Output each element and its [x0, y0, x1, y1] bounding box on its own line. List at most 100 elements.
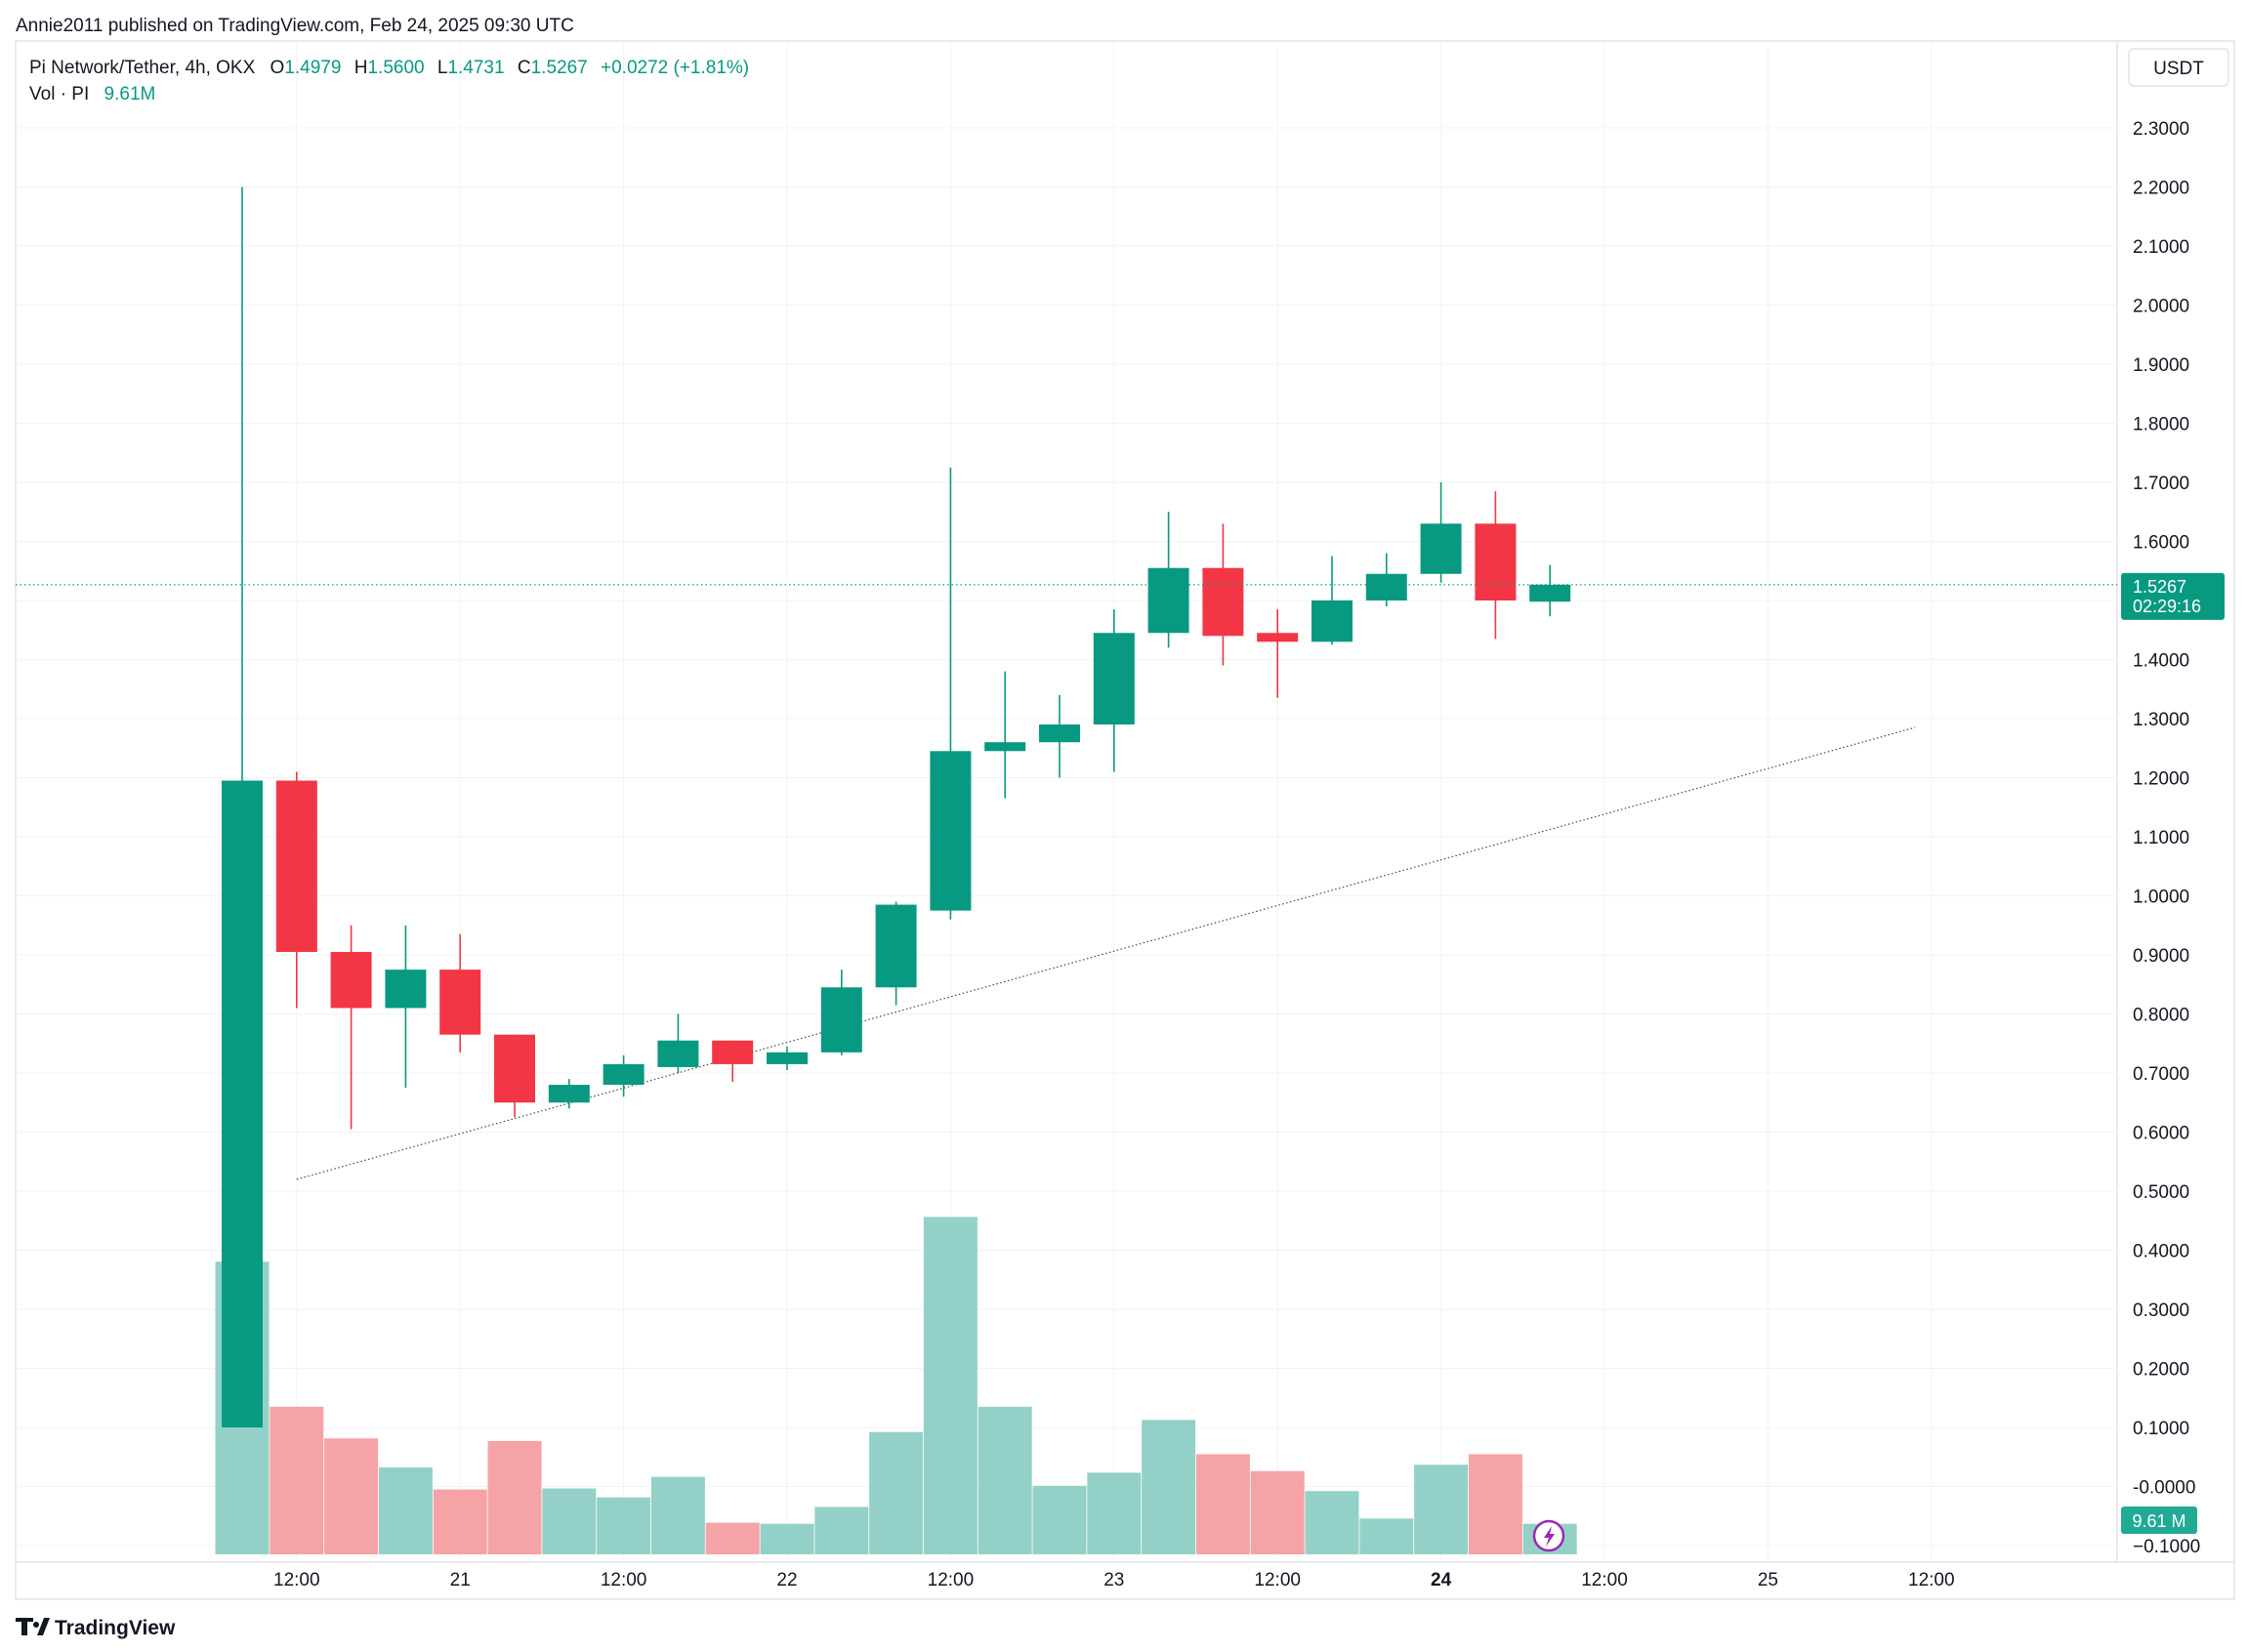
logo-text: TradingView	[55, 1617, 176, 1639]
last-price-countdown: 02:29:16	[2133, 597, 2201, 616]
candle-body	[1311, 600, 1353, 642]
legend-low-label: L	[437, 58, 448, 78]
legend-open-label: O	[271, 58, 285, 78]
volume-bar	[869, 1431, 924, 1554]
candle	[1147, 512, 1189, 648]
candle-body	[1257, 633, 1299, 642]
volume-bar	[1250, 1470, 1305, 1554]
candle-body	[548, 1085, 590, 1103]
time-tick-label: 12:00	[928, 1570, 975, 1590]
volume-bar	[270, 1406, 324, 1554]
volume-bar	[1414, 1465, 1469, 1554]
legend-volume-value: 9.61M	[104, 84, 156, 104]
price-tick-label: 2.3000	[2133, 119, 2189, 140]
candle	[657, 1013, 699, 1073]
candle	[1093, 609, 1135, 772]
volume-badge: 9.61 M	[2121, 1507, 2197, 1534]
candle-body	[222, 780, 263, 1427]
candle	[603, 1054, 645, 1097]
candle	[984, 671, 1026, 799]
volume-bar	[978, 1406, 1032, 1554]
volume-bar	[433, 1489, 487, 1554]
candle-body	[1093, 633, 1135, 725]
volume-bar	[650, 1476, 705, 1554]
volume-bar	[324, 1438, 379, 1554]
lightning-icon-glyph	[1544, 1526, 1555, 1547]
candle	[439, 933, 481, 1053]
candle-body	[439, 970, 481, 1035]
time-tick-label: 21	[450, 1570, 471, 1590]
candle-body	[275, 780, 317, 952]
candle	[767, 1046, 808, 1070]
candle	[1202, 523, 1244, 666]
last-price-badge-bg	[2121, 572, 2225, 620]
candle-body	[712, 1040, 754, 1064]
volume-bar	[1032, 1485, 1087, 1554]
candle-body	[984, 742, 1026, 752]
currency-button-label[interactable]: USDT	[2153, 59, 2204, 79]
price-tick-label: 2.0000	[2133, 297, 2189, 317]
price-tick-label: 0.6000	[2133, 1124, 2189, 1144]
legend-change: +0.0272 (+1.81%)	[601, 58, 749, 78]
logo-mark-v	[37, 1618, 50, 1635]
currency-button-frame[interactable]	[2128, 48, 2229, 87]
volume-bar	[760, 1523, 814, 1554]
candle-body	[1420, 523, 1462, 574]
last-price-badge: 1.5267 02:29:16	[2121, 572, 2225, 620]
logo-mark-dot	[33, 1622, 39, 1628]
price-tick-label: 0.1000	[2133, 1419, 2189, 1439]
price-tick-label: 1.1000	[2133, 828, 2189, 848]
lightning-icon[interactable]	[1532, 1519, 1565, 1552]
legend-open-value: 1.4979	[284, 58, 341, 78]
time-tick-label: 12:00	[1908, 1570, 1955, 1590]
candle	[548, 1079, 590, 1109]
candles	[222, 186, 1571, 1427]
candle-body	[330, 951, 372, 1009]
candle	[875, 901, 917, 1006]
candle-body	[1365, 573, 1407, 600]
time-tick-label: 25	[1758, 1570, 1778, 1590]
price-tick-label: 1.9000	[2133, 355, 2189, 376]
volume-bar	[1142, 1420, 1196, 1554]
legend-high-label: H	[354, 58, 368, 78]
legend-volume-label: Vol · PI	[29, 84, 89, 104]
candle	[1257, 609, 1299, 698]
candle	[930, 467, 972, 920]
candle	[385, 925, 427, 1089]
price-tick-label: 1.4000	[2133, 651, 2189, 672]
price-tick-label: 0.8000	[2133, 1006, 2189, 1026]
candle-body	[603, 1063, 645, 1086]
logo-mark-t	[16, 1618, 33, 1635]
volume-bar	[814, 1507, 869, 1554]
time-tick-label: 12:00	[1581, 1570, 1628, 1590]
price-tick-label: 1.7000	[2133, 474, 2189, 494]
candle	[1039, 694, 1080, 778]
currency-button[interactable]: USDT	[2128, 48, 2229, 87]
candle	[1420, 482, 1462, 583]
time-tick-label: 22	[776, 1570, 797, 1590]
volume-bar	[705, 1522, 760, 1554]
price-tick-label: 0.9000	[2133, 946, 2189, 967]
price-tick-label: 0.7000	[2133, 1064, 2189, 1085]
last-price-value: 1.5267	[2133, 577, 2186, 597]
candle-body	[1039, 724, 1080, 743]
candle-body	[820, 987, 862, 1053]
candle	[1475, 491, 1517, 640]
tradingview-logo[interactable]: TradingView	[16, 1617, 176, 1639]
time-tick-label: 24	[1431, 1570, 1452, 1590]
volume-bar	[542, 1488, 597, 1554]
time-axis[interactable]: 12:00 21 12:00 22 12:00 23 12:00 24 12:00 25 12:00	[273, 1570, 1955, 1590]
legend-symbol: Pi Network/Tether, 4h, OKX	[29, 58, 256, 78]
candle	[330, 925, 372, 1130]
price-tick-label: 1.2000	[2133, 769, 2189, 790]
candle-body	[1475, 523, 1517, 600]
price-tick-label: 2.1000	[2133, 237, 2189, 258]
time-tick-label: 12:00	[273, 1570, 320, 1590]
trendline-layer[interactable]	[296, 726, 1916, 1180]
candle-body	[385, 970, 427, 1009]
candle-body	[875, 904, 917, 988]
price-tick-label: 0.4000	[2133, 1242, 2189, 1262]
candle	[494, 1034, 535, 1118]
